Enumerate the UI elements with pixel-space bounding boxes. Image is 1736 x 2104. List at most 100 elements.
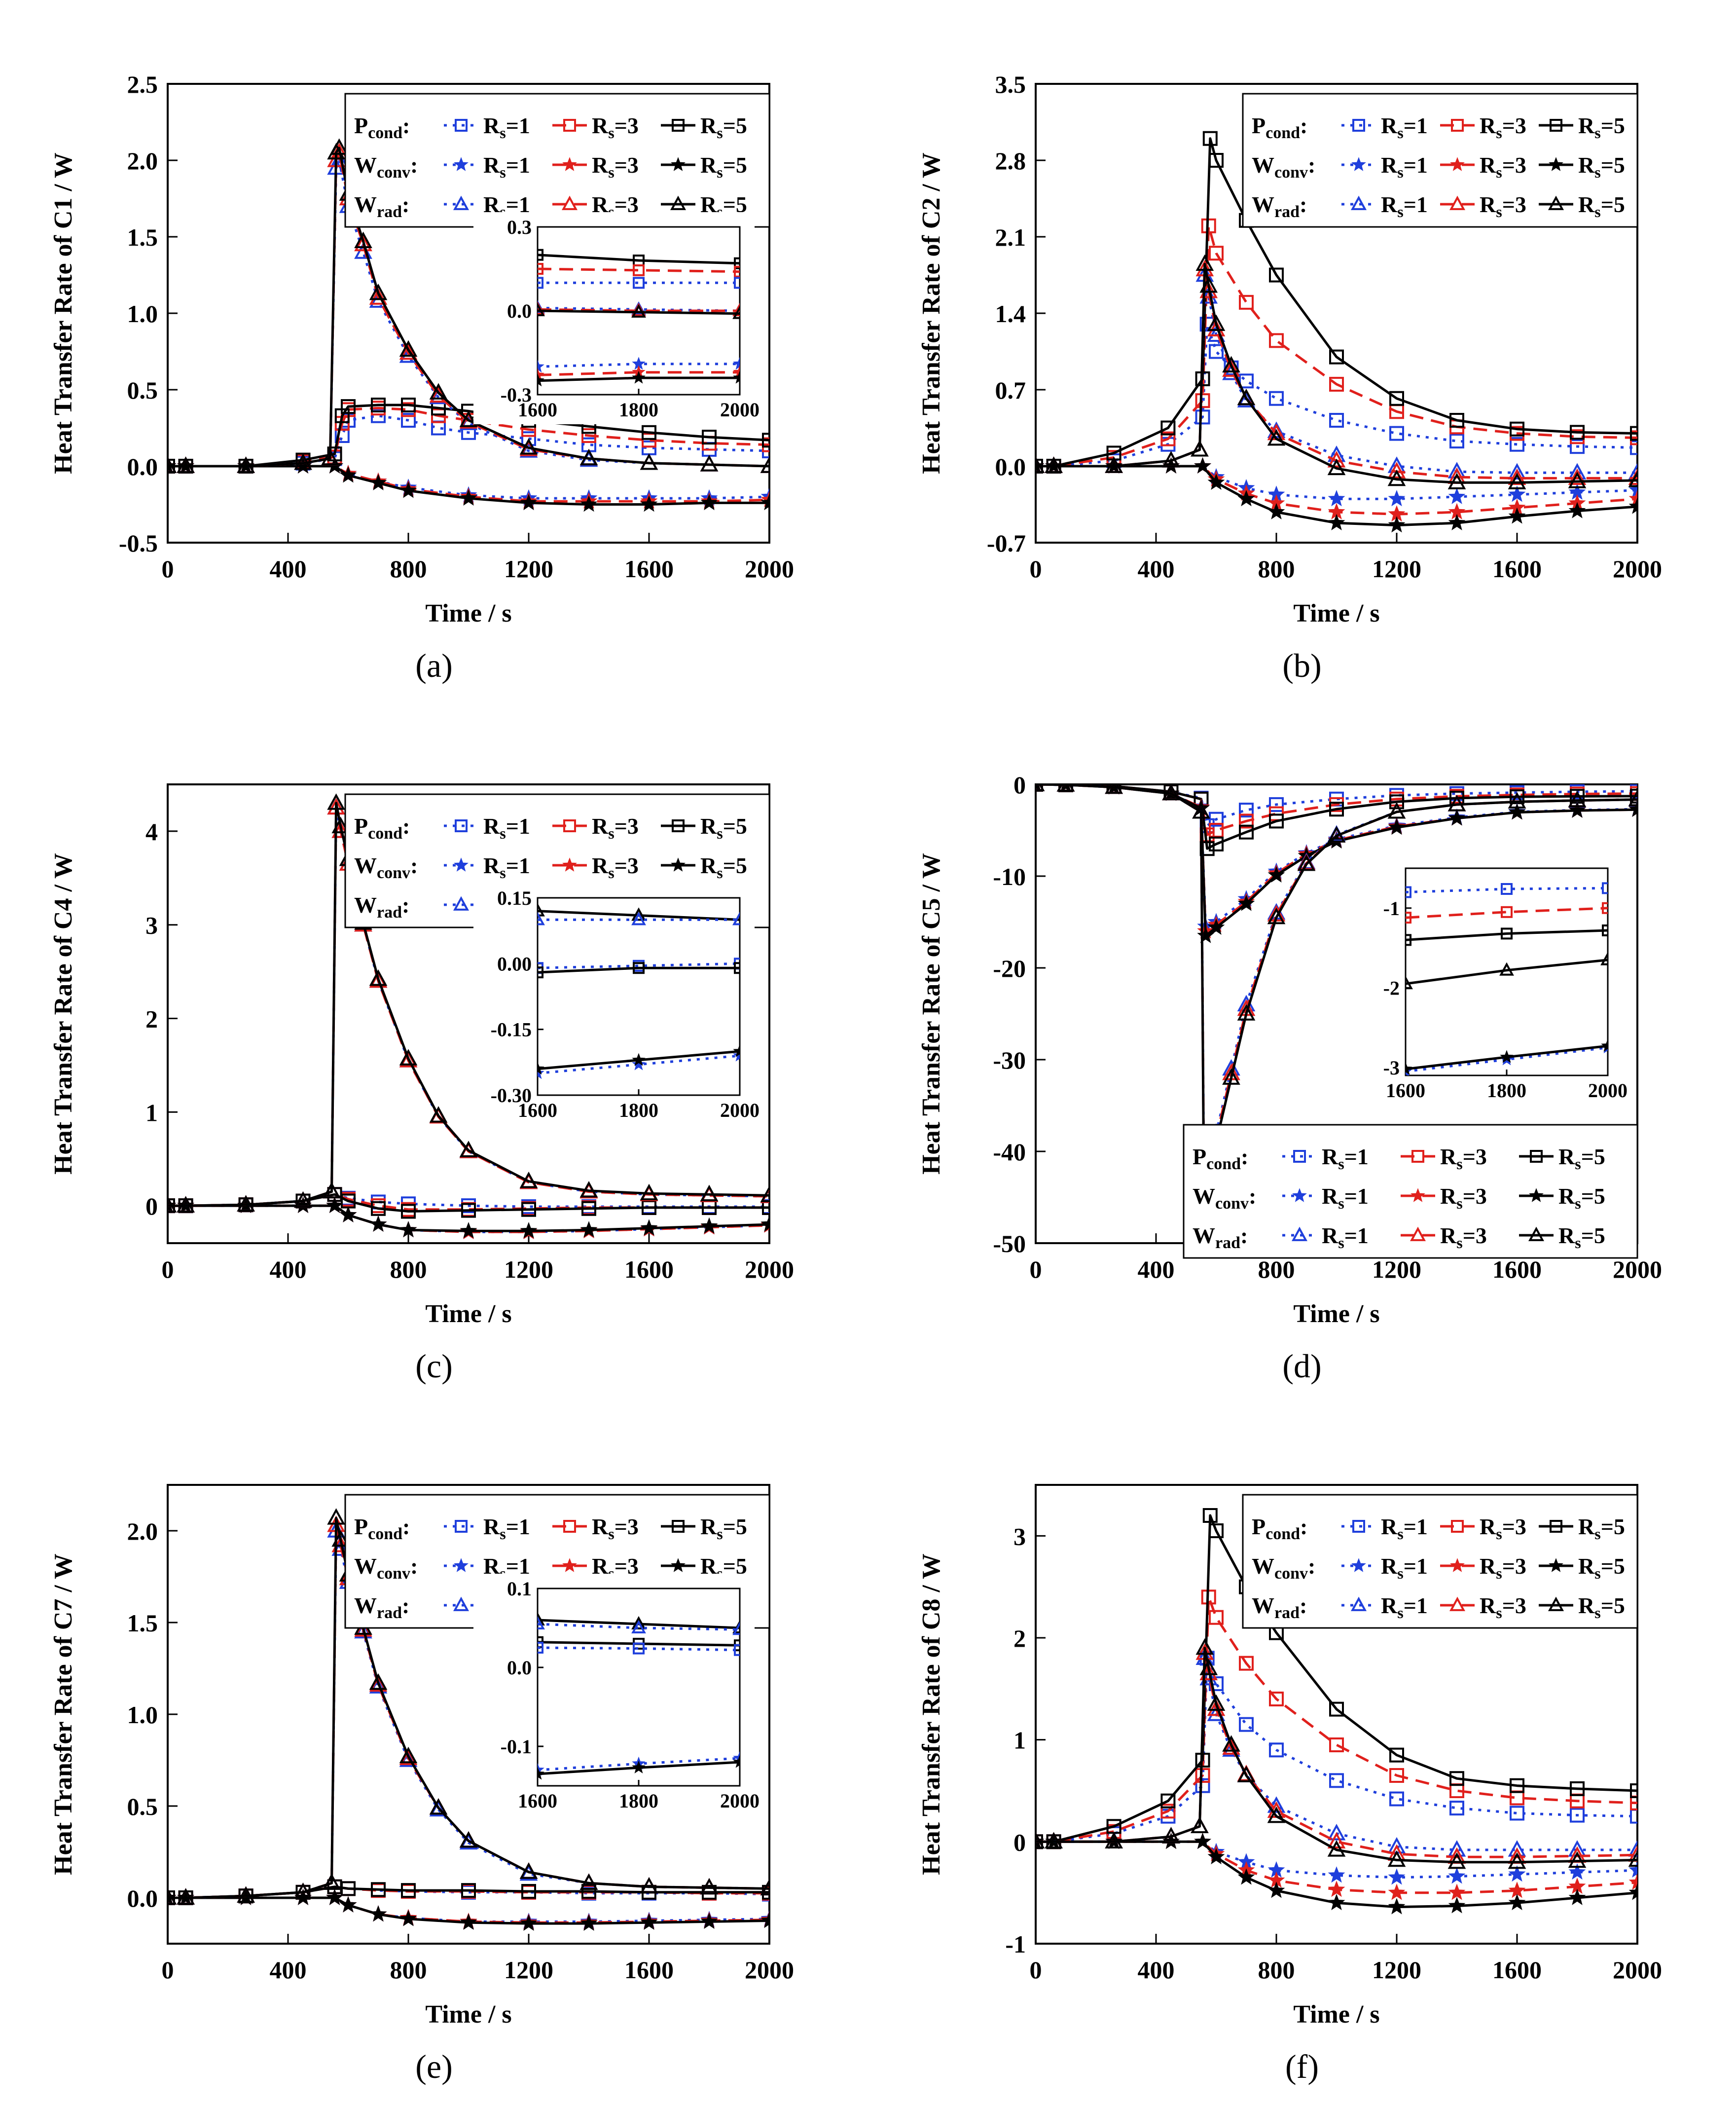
marker-W_rad_5 <box>1267 1806 1286 1823</box>
marker-P_cond_5 <box>371 398 386 412</box>
marker-W_rad_5 <box>1508 1852 1526 1869</box>
marker-W_conv_5 <box>700 1217 718 1234</box>
legend-swatch-marker <box>1549 157 1563 171</box>
y-tick-label: 1 <box>1013 1727 1026 1754</box>
marker-P_cond_5 <box>1202 1508 1218 1523</box>
inset-marker-W_conv_5 <box>538 373 544 387</box>
inset-marker-W_conv_5 <box>538 1767 544 1780</box>
legend-entry-label: Rs=5 <box>1578 192 1625 221</box>
inset-series-P_cond_3 <box>538 263 740 278</box>
marker-W_conv_5 <box>1568 502 1586 518</box>
marker-W_rad_5 <box>1045 1832 1063 1849</box>
marker-W_rad_3 <box>1207 1699 1226 1716</box>
legend-swatch-marker <box>1450 1558 1465 1572</box>
x-tick-label: 2000 <box>745 1956 794 1984</box>
marker-W_rad_5 <box>1327 826 1346 843</box>
legend-swatch-marker <box>1352 1520 1365 1533</box>
x-tick-label: 400 <box>1138 1255 1175 1283</box>
marker-P_cond_1 <box>1269 1742 1284 1758</box>
marker-W_rad_5 <box>323 1873 341 1890</box>
marker-W_rad_5 <box>323 1181 341 1199</box>
panel-b: 0 400 800 1200 1600 2000 -0.7 0.0 0.7 1.4 2.1 2.8 3.… <box>868 0 1736 701</box>
x-axis-label: Time / s <box>1293 2000 1379 2029</box>
legend-row-label: Wrad: <box>1193 1223 1248 1252</box>
marker-W_rad_5 <box>1222 1735 1240 1752</box>
y-tick-label: 2.8 <box>995 147 1026 175</box>
marker-W_conv_5 <box>1388 818 1406 835</box>
inset-marker-P_cond_5 <box>538 249 543 261</box>
legend-entry-label: Rs=1 <box>1322 1144 1369 1173</box>
marker-W_rad_5 <box>1267 907 1286 924</box>
marker-P_cond_1 <box>1449 434 1464 449</box>
y-tick-label: -0.5 <box>119 529 158 557</box>
marker-W_conv_5 <box>339 466 357 483</box>
inset-marker-W_rad_5 <box>631 1616 646 1629</box>
marker-W_conv_5 <box>1267 1882 1285 1898</box>
marker-W_rad_5 <box>1387 802 1406 819</box>
marker-W_rad_5 <box>459 1141 478 1157</box>
inset-series-P_cond_5 <box>1406 924 1608 946</box>
x-tick-label: 800 <box>1258 1956 1295 1984</box>
inset-marker-W_rad_3 <box>732 302 740 316</box>
inset-marker-P_cond_1 <box>633 1642 645 1655</box>
marker-W_conv_1 <box>1568 1863 1586 1880</box>
marker-W_rad_5 <box>399 1746 418 1764</box>
marker-W_conv_5 <box>460 489 477 506</box>
marker-W_conv_5 <box>326 1196 343 1213</box>
marker-P_cond_5 <box>1160 420 1176 436</box>
marker-P_cond_3 <box>1195 393 1210 408</box>
marker-P_cond_5 <box>371 1882 386 1897</box>
marker-W_rad_1 <box>1508 463 1526 480</box>
legend-entry-label: Rs=5 <box>700 853 747 882</box>
marker-P_cond_5 <box>461 1203 476 1218</box>
line-W_rad_5 <box>168 147 769 468</box>
marker-W_rad_5 <box>1191 1816 1209 1834</box>
legend-entry-label: Rs=5 <box>1558 1144 1605 1173</box>
marker-P_cond_3 <box>1630 1795 1637 1810</box>
marker-W_conv_5 <box>580 1914 598 1931</box>
marker-W_rad_5 <box>1105 1832 1123 1849</box>
inset-marker-W_conv_5 <box>733 1755 740 1768</box>
x-tick-label: 800 <box>390 1956 427 1984</box>
legend-swatch-marker <box>1529 1188 1544 1202</box>
panel-f: 0 400 800 1200 1600 2000 -1 0 1 2 3 Time / s Heat Tr… <box>868 1401 1736 2102</box>
marker-W_rad_5 <box>1036 1832 1045 1849</box>
marker-W_rad_5 <box>369 1673 388 1690</box>
marker-W_rad_1 <box>1628 1840 1637 1857</box>
marker-W_rad_5 <box>760 1185 769 1202</box>
marker-W_conv_5 <box>460 1221 477 1239</box>
inset-series-W_conv_5 <box>538 370 740 387</box>
marker-W_conv_3 <box>1328 1881 1345 1897</box>
marker-W_rad_5 <box>1267 429 1286 446</box>
legend-entry-label: Rs=3 <box>1480 1593 1526 1622</box>
marker-W_rad_5 <box>331 816 350 834</box>
inset-marker-W_rad_5 <box>732 305 740 319</box>
y-axis-label: Heat Transfer Rate of C5 / W <box>917 853 945 1175</box>
marker-W_conv_3 <box>1388 1883 1406 1900</box>
legend-row-label: Wconv: <box>354 1553 418 1583</box>
series-W_rad_5 <box>1036 1638 1637 1869</box>
legend-swatch-marker <box>672 1520 685 1533</box>
marker-W_conv_5 <box>640 495 658 512</box>
legend-row-label: Pcond: <box>1193 1144 1248 1173</box>
inset-marker-P_cond_1 <box>633 277 645 289</box>
marker-P_cond_5 <box>762 433 769 448</box>
marker-P_cond_5 <box>1329 802 1344 817</box>
legend-swatch-marker <box>1550 1520 1562 1533</box>
marker-P_cond_5 <box>1449 413 1464 428</box>
marker-W_rad_5 <box>459 1831 478 1848</box>
x-axis-label: Time / s <box>425 1300 511 1328</box>
marker-P_cond_3 <box>1209 246 1224 261</box>
marker-W_rad_5 <box>429 383 448 400</box>
legend-entry-label: Rs=1 <box>1381 1514 1428 1543</box>
panel-d: 0 400 800 1200 1600 2000 -50 -40 -30 -20 -10 0 Time … <box>868 701 1736 1401</box>
legend-entry-label: Rs=3 <box>1480 1514 1526 1543</box>
line-W_rad_5 <box>1036 1647 1637 1864</box>
marker-W_rad_5 <box>327 1508 345 1525</box>
x-tick-label: 2000 <box>1613 555 1662 583</box>
legend-swatch-marker <box>1292 1188 1307 1202</box>
marker-W_conv_5 <box>399 1910 417 1926</box>
marker-P_cond_5 <box>401 1883 416 1898</box>
marker-W_rad_5 <box>1036 456 1045 473</box>
y-tick-label: 2.5 <box>127 71 158 98</box>
